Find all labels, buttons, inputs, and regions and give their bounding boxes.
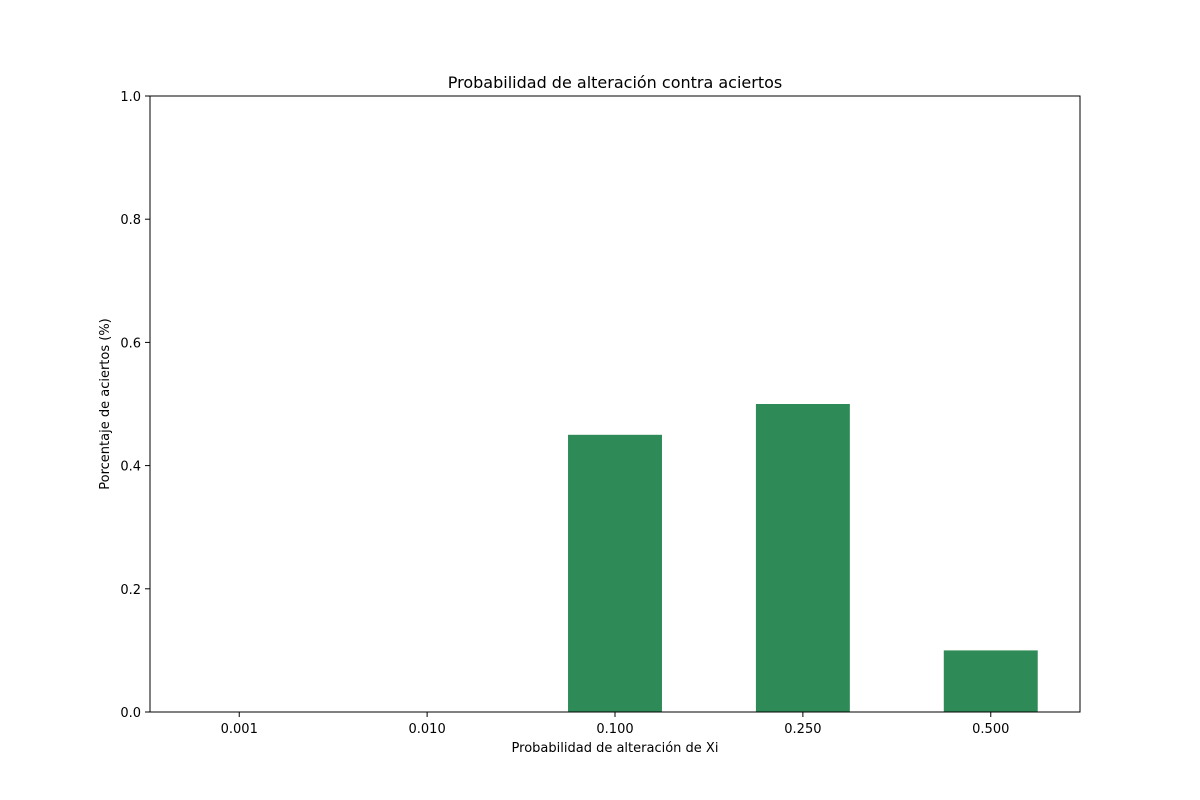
x-tick-label: 0.010 xyxy=(409,722,446,737)
chart-title: Probabilidad de alteración contra aciert… xyxy=(448,73,782,92)
y-tick-label: 0.0 xyxy=(120,706,141,721)
y-tick-label: 0.6 xyxy=(120,336,141,351)
x-axis-label: Probabilidad de alteración de Xi xyxy=(512,741,719,756)
y-axis-label: Porcentaje de aciertos (%) xyxy=(98,318,113,489)
bar-0.500 xyxy=(943,650,1038,712)
x-tick-label: 0.500 xyxy=(972,722,1009,737)
x-tick-label: 0.001 xyxy=(221,722,258,737)
x-tick-label: 0.250 xyxy=(784,722,821,737)
bar-0.100 xyxy=(568,434,662,712)
bar-0.250 xyxy=(755,404,850,712)
x-tick-label: 0.100 xyxy=(596,722,633,737)
bars-layer xyxy=(568,404,1038,712)
x-axis-ticks: 0.001 0.010 0.100 0.250 0.500 xyxy=(221,712,1009,737)
y-tick-label: 0.2 xyxy=(120,583,141,598)
y-axis-ticks: 0.0 0.2 0.4 0.6 0.8 1.0 xyxy=(120,90,150,721)
plot-frame xyxy=(149,95,1081,713)
y-tick-label: 1.0 xyxy=(120,90,141,105)
y-tick-label: 0.8 xyxy=(120,213,141,228)
y-tick-label: 0.4 xyxy=(120,460,141,475)
